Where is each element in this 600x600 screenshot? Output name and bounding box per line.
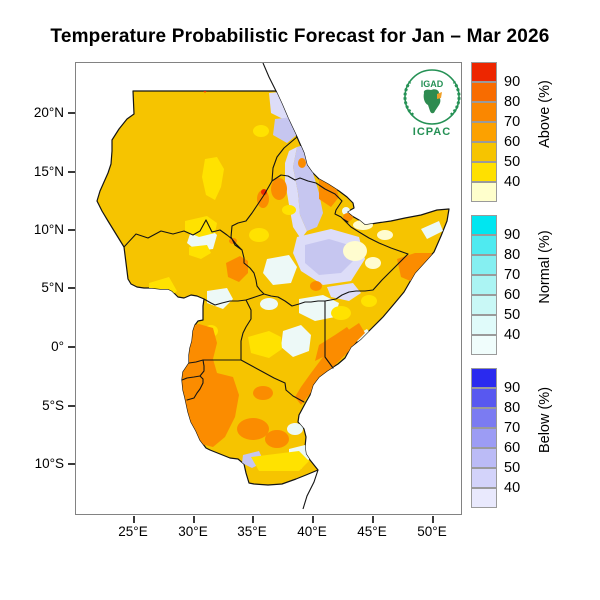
horn-of-africa-highlight: [437, 92, 442, 99]
legend-below-chip-7: [471, 488, 497, 508]
y-axis-label: 10°N: [33, 222, 64, 237]
x-axis-label: 35°E: [237, 524, 267, 539]
legend-below-chip-5: [471, 448, 497, 468]
legend-label: 60: [504, 287, 521, 303]
legend-normal-title: Normal (%): [537, 230, 553, 304]
laurel-wreath-left: [403, 81, 415, 117]
legend-label: 70: [504, 114, 521, 130]
legend-above-chip-3: [471, 102, 497, 122]
legend-label: 60: [504, 134, 521, 150]
x-axis-label: 50°E: [417, 524, 447, 539]
igad-icpac-logo: IGAD ICPAC: [403, 69, 461, 138]
legend-label: 90: [504, 380, 521, 396]
x-tick: [432, 516, 434, 523]
y-axis-label: 20°N: [33, 105, 64, 120]
legend-below-chip-4: [471, 428, 497, 448]
africa-silhouette: [423, 89, 441, 114]
x-axis-label: 25°E: [118, 524, 148, 539]
legend-below-chip-6: [471, 468, 497, 488]
legend-label: 80: [504, 94, 521, 110]
x-tick: [372, 516, 374, 523]
x-axis-label: 30°E: [178, 524, 208, 539]
legend-below-chip-3: [471, 408, 497, 428]
y-tick: [68, 463, 75, 465]
legend-label: 50: [504, 460, 521, 476]
logo-igad-text: IGAD: [421, 79, 444, 89]
legend-below-chip-1: [471, 368, 497, 388]
legend-above-chip-5: [471, 142, 497, 162]
legend-normal-chip-7: [471, 335, 497, 355]
x-tick: [133, 516, 135, 523]
legend-label: 50: [504, 154, 521, 170]
legend-below-chip-2: [471, 388, 497, 408]
coastline: [262, 63, 319, 510]
y-tick: [68, 171, 75, 173]
legend-normal-chip-1: [471, 215, 497, 235]
legend-below-title: Below (%): [537, 386, 553, 454]
legend-normal-chip-2: [471, 235, 497, 255]
legend-above: 90 80 70 60 50 40 Above (%): [471, 62, 596, 202]
legend-above-chip-2: [471, 82, 497, 102]
legend-normal-chip-6: [471, 315, 497, 335]
country-borders: [123, 136, 409, 403]
y-axis-label: 5°S: [42, 398, 64, 413]
legend-above-chip-6: [471, 162, 497, 182]
legend-label: 70: [504, 267, 521, 283]
map-plot-area: IGAD ICPAC: [75, 62, 462, 515]
y-axis-label: 10°S: [34, 456, 64, 471]
y-axis-label: 15°N: [33, 164, 64, 179]
y-tick: [68, 112, 75, 114]
y-tick: [68, 229, 75, 231]
legend-above-chip-7: [471, 182, 497, 202]
y-tick: [68, 405, 75, 407]
legend-label: 60: [504, 440, 521, 456]
legend-label: 80: [504, 247, 521, 263]
legend-normal-chip-5: [471, 295, 497, 315]
legend-label: 90: [504, 227, 521, 243]
legend-label: 70: [504, 420, 521, 436]
forecast-map: IGAD ICPAC: [96, 63, 461, 510]
legend-label: 40: [504, 327, 521, 343]
logo-icpac-text: ICPAC: [413, 126, 451, 138]
x-axis-label: 40°E: [297, 524, 327, 539]
legend-label: 40: [504, 480, 521, 496]
legend-normal-chip-3: [471, 255, 497, 275]
x-tick: [252, 516, 254, 523]
legend-label: 80: [504, 400, 521, 416]
x-axis-label: 45°E: [357, 524, 387, 539]
y-axis-label: 5°N: [41, 280, 64, 295]
legend-label: 90: [504, 74, 521, 90]
legend-above-chip-1: [471, 62, 497, 82]
x-tick: [193, 516, 195, 523]
y-axis-label: 0°: [51, 339, 64, 354]
y-tick: [68, 346, 75, 348]
legend-below: 90 80 70 60 50 40 Below (%): [471, 368, 596, 508]
legend-above-title: Above (%): [537, 80, 553, 148]
laurel-wreath-right: [449, 81, 461, 117]
legend-above-chip-4: [471, 122, 497, 142]
x-tick: [312, 516, 314, 523]
legend-normal-chip-4: [471, 275, 497, 295]
y-tick: [68, 287, 75, 289]
page-title: Temperature Probabilistic Forecast for J…: [50, 26, 550, 47]
legend-label: 50: [504, 307, 521, 323]
legend-label: 40: [504, 174, 521, 190]
legend-normal: 90 80 70 60 50 40 Normal (%): [471, 215, 596, 355]
